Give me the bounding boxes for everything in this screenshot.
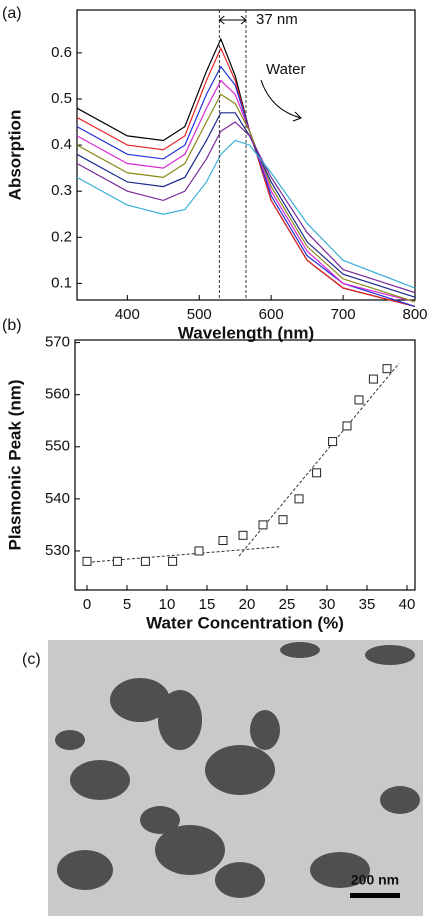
spectrum-line bbox=[76, 79, 416, 303]
x-tick-label: 35 bbox=[359, 596, 376, 613]
x-tick-label: 20 bbox=[239, 596, 256, 613]
y-tick-label: 0.6 bbox=[51, 44, 72, 61]
y-tick-label: 0.4 bbox=[51, 136, 72, 153]
x-tick-label: 5 bbox=[123, 596, 131, 613]
y-tick-label: 550 bbox=[45, 438, 70, 455]
x-tick-label: 40 bbox=[399, 596, 416, 613]
spectrum-line bbox=[76, 112, 416, 298]
data-point bbox=[140, 556, 150, 566]
data-point bbox=[278, 515, 288, 525]
x-tick-label: 500 bbox=[187, 306, 212, 323]
spectrum-line bbox=[76, 93, 416, 303]
data-point bbox=[238, 530, 248, 540]
x-tick-label: 10 bbox=[159, 596, 176, 613]
arrow-label: Water bbox=[266, 61, 305, 78]
x-axis-label: Wavelength (nm) bbox=[178, 323, 314, 342]
y-axis-label: Plasmonic Peak (nm) bbox=[5, 379, 24, 550]
x-tick-label: 600 bbox=[259, 306, 284, 323]
data-point bbox=[218, 536, 228, 546]
x-tick-label: 25 bbox=[279, 596, 296, 613]
data-point bbox=[328, 437, 338, 447]
data-point bbox=[112, 556, 122, 566]
x-tick-label: 800 bbox=[402, 306, 427, 323]
y-tick-label: 0.1 bbox=[51, 274, 72, 291]
x-tick-label: 15 bbox=[199, 596, 216, 613]
y-tick-label: 0.5 bbox=[51, 90, 72, 107]
water-arrow bbox=[260, 79, 302, 122]
data-point bbox=[82, 556, 92, 566]
scale-bar-label: 200 nm bbox=[351, 872, 399, 888]
data-point bbox=[312, 468, 322, 478]
panel-label: (b) bbox=[2, 317, 22, 334]
tem-image: 200 nm (c) bbox=[22, 640, 423, 916]
x-tick-label: 400 bbox=[115, 306, 140, 323]
data-point bbox=[194, 546, 204, 556]
y-tick-label: 570 bbox=[45, 334, 70, 351]
scale-bar bbox=[350, 893, 400, 898]
data-point bbox=[368, 374, 378, 384]
y-tick-label: 540 bbox=[45, 490, 70, 507]
x-tick-label: 700 bbox=[331, 306, 356, 323]
x-tick-label: 0 bbox=[83, 596, 91, 613]
spectrum-line bbox=[76, 65, 416, 308]
y-axis-label: Absorption bbox=[5, 110, 24, 201]
y-tick-label: 530 bbox=[45, 542, 70, 559]
plot-frame bbox=[74, 339, 416, 591]
gap-label: 37 nm bbox=[256, 11, 298, 28]
spectrum-line bbox=[76, 46, 416, 308]
data-point bbox=[342, 421, 352, 431]
x-axis-label: Water Concentration (%) bbox=[146, 613, 344, 632]
data-point bbox=[258, 520, 268, 530]
gap-arrow bbox=[218, 15, 247, 25]
y-tick-label: 560 bbox=[45, 386, 70, 403]
panel-label: (c) bbox=[22, 651, 41, 668]
spectrum-line bbox=[76, 139, 416, 289]
data-point bbox=[354, 395, 364, 405]
panel-label: (a) bbox=[2, 5, 22, 22]
particle-clusters bbox=[55, 642, 420, 898]
spectrum-line bbox=[76, 121, 416, 294]
y-tick-label: 0.2 bbox=[51, 228, 72, 245]
x-tick-label: 30 bbox=[319, 596, 336, 613]
data-point bbox=[382, 364, 392, 374]
y-tick-label: 0.3 bbox=[51, 182, 72, 199]
data-point bbox=[294, 494, 304, 504]
data-point bbox=[168, 556, 178, 566]
